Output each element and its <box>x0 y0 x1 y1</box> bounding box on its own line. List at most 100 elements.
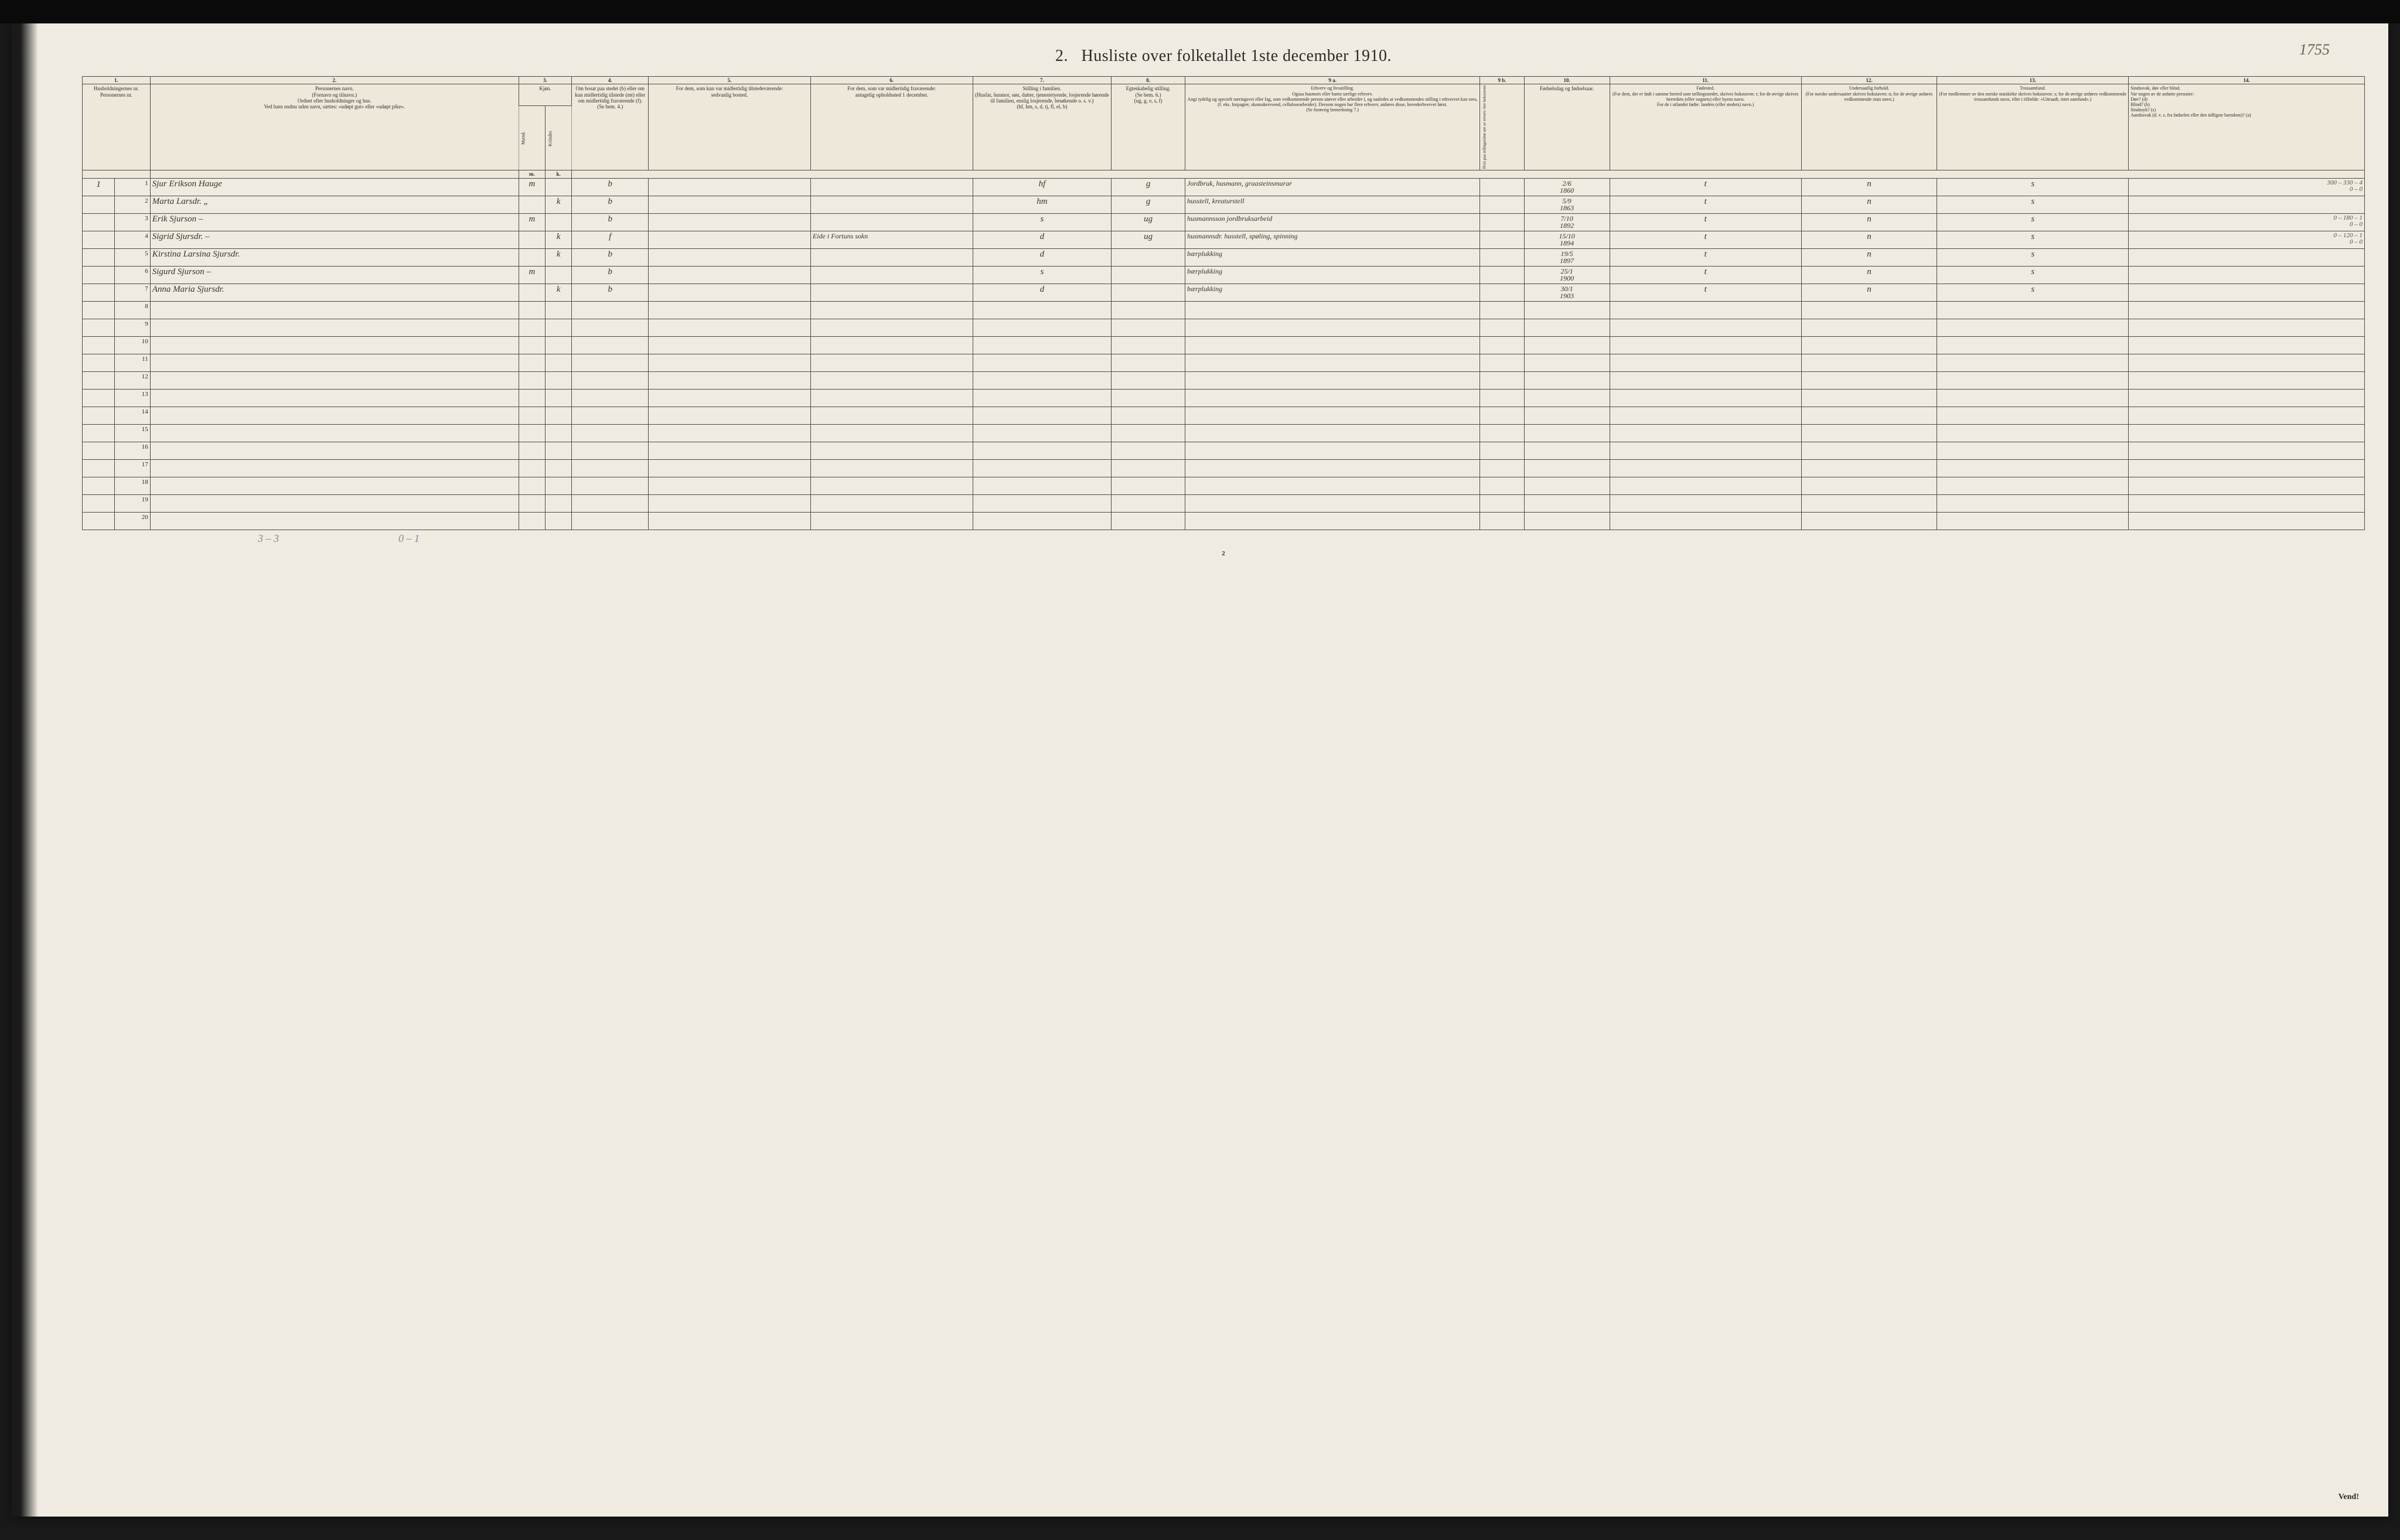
birth-date: 5/91863 <box>1524 196 1610 213</box>
temp-absent-location <box>810 178 973 196</box>
household-number <box>83 442 115 459</box>
table-row: 5 Kirstina Larsina Sjursdr. k b d bærplu… <box>83 248 2365 266</box>
empty-cell <box>649 494 811 512</box>
table-row: 6 Sigurd Sjurson – m b s bærplukking 25/… <box>83 266 2365 284</box>
birthplace: t <box>1610 196 1801 213</box>
empty-cell <box>1801 512 1937 530</box>
nationality: n <box>1801 248 1937 266</box>
empty-cell <box>1937 389 2129 407</box>
household-number <box>83 477 115 494</box>
empty-cell <box>1185 459 1479 477</box>
header-col3b: Kvinder. <box>546 106 572 170</box>
empty-cell <box>572 442 649 459</box>
empty-cell <box>810 301 973 319</box>
empty-cell <box>1185 389 1479 407</box>
empty-cell <box>1524 301 1610 319</box>
vend-label: Vend! <box>2338 1493 2359 1502</box>
nationality: n <box>1801 196 1937 213</box>
empty-cell <box>649 301 811 319</box>
empty-cell <box>1801 407 1937 424</box>
empty-cell <box>546 371 572 389</box>
column-header-row-1: Husholdningernes nr. Personernes nr. Per… <box>83 84 2365 106</box>
header-col9b: Hvis paa tellingstiden ute av erverv: he… <box>1480 84 1524 170</box>
header-col12: Undersaatlig forhold. (For norske unders… <box>1801 84 1937 170</box>
table-row: 9 <box>83 319 2365 336</box>
empty-cell <box>519 512 545 530</box>
empty-cell <box>810 389 973 407</box>
table-body: 1 1 Sjur Erikson Hauge m b hf g Jordbruk… <box>83 178 2365 530</box>
sex-m: m <box>519 266 545 284</box>
person-number: 20 <box>115 512 150 530</box>
empty-cell <box>810 371 973 389</box>
empty-cell <box>973 354 1112 371</box>
empty-cell <box>649 424 811 442</box>
empty-cell <box>572 424 649 442</box>
page-title: 2. Husliste over folketallet 1ste decemb… <box>1055 47 1392 65</box>
person-number: 5 <box>115 248 150 266</box>
header-col14: Sindssvak, døv eller blind. Var nogen av… <box>2129 84 2365 170</box>
empty-cell <box>546 407 572 424</box>
col9b-value <box>1480 196 1524 213</box>
empty-cell <box>1480 424 1524 442</box>
empty-cell <box>1937 301 2129 319</box>
table-row: 13 <box>83 389 2365 407</box>
household-number <box>83 371 115 389</box>
header-col13: Trossamfund. (For medlemmer av den norsk… <box>1937 84 2129 170</box>
empty-cell <box>1480 301 1524 319</box>
occupation: Jordbruk, husmann, graasteinsmurar <box>1185 178 1479 196</box>
empty-cell <box>150 424 519 442</box>
family-position: hf <box>973 178 1112 196</box>
sex-k: k <box>546 231 572 248</box>
empty-cell <box>1524 371 1610 389</box>
empty-cell <box>572 319 649 336</box>
empty-cell <box>2129 389 2365 407</box>
header-col7: Stilling i familien. (Husfar, husmor, sø… <box>973 84 1112 170</box>
empty-cell <box>572 494 649 512</box>
household-number <box>83 319 115 336</box>
empty-cell <box>810 336 973 354</box>
empty-cell <box>1185 442 1479 459</box>
birth-date: 2/61860 <box>1524 178 1610 196</box>
household-number <box>83 424 115 442</box>
presence: b <box>572 266 649 284</box>
header-mk-row: m. k. <box>83 170 2365 178</box>
scanner-dark-top <box>0 0 2400 23</box>
temp-absent-location <box>810 266 973 284</box>
empty-cell <box>1185 336 1479 354</box>
occupation: bærplukking <box>1185 248 1479 266</box>
birthplace: t <box>1610 248 1801 266</box>
empty-cell <box>1801 424 1937 442</box>
col9b-value <box>1480 178 1524 196</box>
household-number <box>83 494 115 512</box>
nationality: n <box>1801 231 1937 248</box>
empty-cell <box>1112 494 1185 512</box>
empty-cell <box>1937 371 2129 389</box>
temp-present-location <box>649 266 811 284</box>
empty-cell <box>1801 477 1937 494</box>
header-col9a: Erhverv og livsstilling. Ogsaa husmors e… <box>1185 84 1479 170</box>
empty-cell <box>546 477 572 494</box>
empty-cell <box>2129 301 2365 319</box>
empty-cell <box>1524 442 1610 459</box>
temp-absent-location <box>810 248 973 266</box>
title-row: 2. Husliste over folketallet 1ste decemb… <box>82 47 2365 66</box>
empty-cell <box>1185 354 1479 371</box>
household-number <box>83 389 115 407</box>
table-row: 2 Marta Larsdr. „ k b hm g husstell, kre… <box>83 196 2365 213</box>
margin-note <box>2129 196 2365 213</box>
empty-cell <box>1610 301 1801 319</box>
empty-cell <box>973 336 1112 354</box>
household-number: 1 <box>83 178 115 196</box>
marital-status: ug <box>1112 213 1185 231</box>
temp-present-location <box>649 178 811 196</box>
empty-cell <box>1185 371 1479 389</box>
person-number: 19 <box>115 494 150 512</box>
occupation: husmannsson jordbruksarbeid <box>1185 213 1479 231</box>
empty-cell <box>546 354 572 371</box>
empty-cell <box>2129 477 2365 494</box>
empty-cell <box>2129 354 2365 371</box>
household-number <box>83 407 115 424</box>
temp-present-location <box>649 231 811 248</box>
person-number: 11 <box>115 354 150 371</box>
empty-cell <box>572 512 649 530</box>
